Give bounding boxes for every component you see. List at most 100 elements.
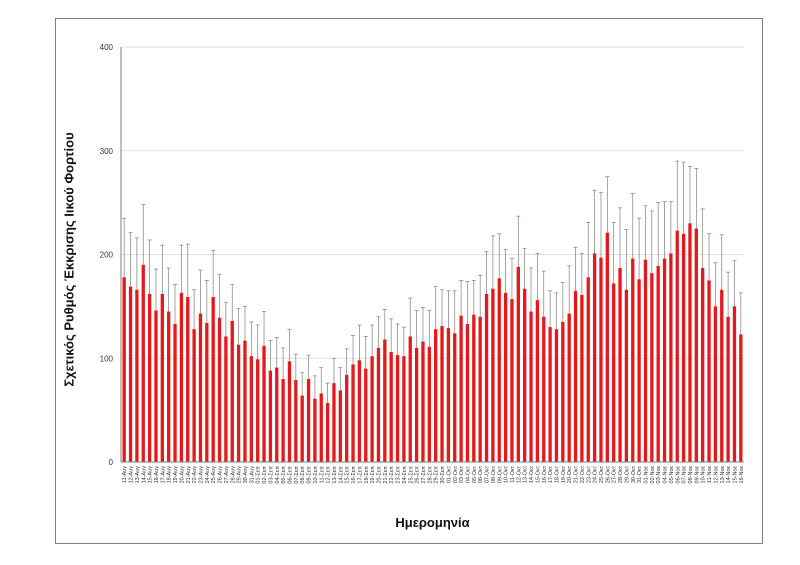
x-tick-label: 28-Οκτ xyxy=(618,465,624,483)
bar xyxy=(643,259,648,462)
bar xyxy=(453,333,457,462)
x-tick-label: 07-Νοε xyxy=(682,465,688,483)
x-tick-label: 10-Νοε xyxy=(701,465,707,483)
error-bars xyxy=(122,160,743,423)
x-tick-label: 04-Σεπ xyxy=(275,466,281,484)
y-axis-title: Σχετικός Ρυθμός Έκκρισης Ιικού Φορτίου xyxy=(62,132,77,387)
bar xyxy=(408,336,412,462)
bar xyxy=(281,379,285,462)
x-tick-label: 17-Οκτ xyxy=(548,465,554,483)
bar xyxy=(472,314,476,462)
bar xyxy=(573,290,578,462)
x-tick-label: 23-Οκτ xyxy=(586,465,592,483)
bar xyxy=(624,289,629,462)
x-tick-label: 30-Οκτ xyxy=(631,465,637,483)
y-tick-label: 100 xyxy=(100,354,114,363)
bar xyxy=(167,311,171,462)
x-tick-label: 15-Οκτ xyxy=(535,465,541,483)
x-axis-title: Ημερομηνία xyxy=(395,515,469,530)
x-tick-label: 19-Οκτ xyxy=(561,465,567,483)
bar xyxy=(580,294,584,462)
x-tick-label: 05-Νοε xyxy=(669,465,675,483)
x-tick-labels: 11-Αυγ 12-Αυγ 13-Αυγ 14-Αυγ 15-Αυγ 16-Αυγ 17-Α… xyxy=(122,465,745,483)
bar xyxy=(122,277,126,462)
bar xyxy=(249,356,253,462)
bar xyxy=(345,374,349,462)
x-tick-label: 30-Αυγ xyxy=(243,466,249,484)
bar xyxy=(319,393,323,462)
bar xyxy=(154,310,158,462)
x-tick-label: 29-Αυγ xyxy=(237,466,243,484)
bar xyxy=(389,352,393,462)
x-tick-label: 16-Σεπ xyxy=(351,466,357,484)
x-tick-label: 28-Σεπ xyxy=(427,466,433,484)
bar xyxy=(205,322,209,462)
bar xyxy=(268,370,273,462)
x-tick-label: 06-Νοε xyxy=(675,465,681,483)
x-tick-label: 18-Οκτ xyxy=(554,465,560,483)
x-tick-label: 21-Αυγ xyxy=(186,466,192,484)
bar xyxy=(656,265,660,462)
chart-frame: 0 100 200 300 400 11-Αυγ 12-Αυγ 13-Αυγ 14-Αυγ 15… xyxy=(55,18,763,544)
bar xyxy=(592,253,597,462)
x-tick-label: 13-Αυγ xyxy=(135,466,141,484)
bar xyxy=(230,320,234,462)
bar xyxy=(325,402,330,462)
x-tick-label: 08-Νοε xyxy=(688,465,694,483)
bar xyxy=(491,288,495,462)
x-tick-label: 25-Οκτ xyxy=(599,465,605,483)
y-tick-labels: 0 100 200 300 400 xyxy=(100,43,114,467)
x-tick-label: 04-Οκτ xyxy=(465,465,471,483)
bar xyxy=(357,360,362,462)
bar xyxy=(402,356,406,462)
x-tick-label: 22-Αυγ xyxy=(192,466,198,484)
x-tick-label: 29-Σεπ xyxy=(434,466,440,484)
bar xyxy=(300,395,304,462)
x-tick-label: 02-Σεπ xyxy=(262,466,268,484)
x-tick-label: 10-Σεπ xyxy=(313,466,319,484)
bar xyxy=(421,341,425,462)
x-tick-label: 11-Νοε xyxy=(707,465,713,483)
bar xyxy=(262,345,266,462)
bar xyxy=(427,346,431,462)
x-tick-label: 18-Αυγ xyxy=(167,466,173,484)
x-tick-label: 13-Οκτ xyxy=(523,465,529,483)
x-tick-label: 05-Σεπ xyxy=(281,466,287,484)
x-tick-label: 26-Αυγ xyxy=(218,466,224,484)
x-tick-label: 16-Νοε xyxy=(739,465,745,483)
bar xyxy=(313,398,317,462)
x-tick-label: 06-Οκτ xyxy=(478,465,484,483)
bar xyxy=(376,347,381,462)
x-tick-label: 17-Αυγ xyxy=(160,466,166,484)
x-tick-label: 16-Οκτ xyxy=(542,465,548,483)
bar xyxy=(332,383,336,462)
bar xyxy=(681,233,686,462)
x-tick-label: 09-Οκτ xyxy=(497,465,503,483)
bar xyxy=(147,293,152,462)
x-tick-label: 20-Οκτ xyxy=(567,465,573,483)
bar xyxy=(535,300,540,462)
bar xyxy=(510,299,514,462)
x-tick-label: 30-Σεπ xyxy=(440,466,446,484)
x-tick-label: 01-Νοε xyxy=(643,465,649,483)
bar xyxy=(694,228,698,462)
bar xyxy=(586,277,590,462)
x-tick-label: 04-Νοε xyxy=(663,465,669,483)
bar xyxy=(275,367,279,462)
bar xyxy=(173,324,177,462)
x-tick-label: 12-Αυγ xyxy=(129,466,135,484)
bar xyxy=(414,347,419,462)
bar xyxy=(631,258,635,462)
x-tick-label: 14-Σεπ xyxy=(338,466,344,484)
bar xyxy=(548,327,552,462)
bar xyxy=(720,289,724,462)
bar xyxy=(732,306,737,462)
x-tick-label: 20-Αυγ xyxy=(179,466,185,484)
bar xyxy=(688,223,692,462)
x-tick-label: 15-Σεπ xyxy=(345,466,351,484)
bar xyxy=(135,289,139,462)
x-tick-label: 01-Σεπ xyxy=(256,466,262,484)
x-tick-label: 21-Οκτ xyxy=(574,465,580,483)
bar xyxy=(567,313,571,462)
bar xyxy=(364,368,368,462)
